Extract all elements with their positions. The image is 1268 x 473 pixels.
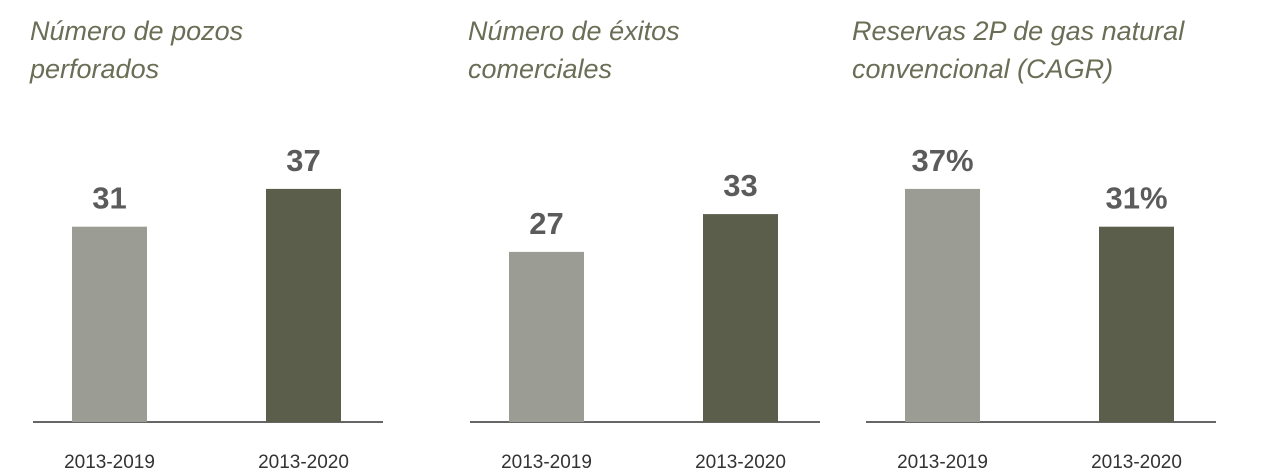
chart-title: convencional (CAGR) bbox=[852, 54, 1113, 84]
value-label: 31% bbox=[1105, 181, 1167, 216]
chart-title: perforados bbox=[29, 54, 159, 84]
chart-title: Reservas 2P de gas natural bbox=[852, 16, 1185, 46]
chart-title: Número de pozos bbox=[30, 16, 243, 46]
bar bbox=[905, 188, 980, 422]
category-label: 2013-2020 bbox=[258, 452, 349, 473]
value-label: 27 bbox=[529, 206, 563, 241]
value-label: 37% bbox=[911, 143, 973, 178]
bar bbox=[266, 188, 341, 422]
category-label: 2013-2020 bbox=[1091, 452, 1182, 473]
value-label: 31 bbox=[92, 181, 126, 216]
value-label: 33 bbox=[723, 168, 757, 203]
category-label: 2013-2019 bbox=[64, 452, 155, 473]
category-label: 2013-2020 bbox=[695, 452, 786, 473]
category-label: 2013-2019 bbox=[897, 452, 988, 473]
value-label: 37 bbox=[286, 143, 320, 178]
chart-title: Número de éxitos bbox=[468, 16, 680, 46]
bar bbox=[703, 214, 778, 422]
bar bbox=[509, 251, 584, 422]
chart-title: comerciales bbox=[468, 54, 612, 84]
bar bbox=[1099, 226, 1174, 422]
bar bbox=[72, 226, 147, 422]
category-label: 2013-2019 bbox=[501, 452, 592, 473]
